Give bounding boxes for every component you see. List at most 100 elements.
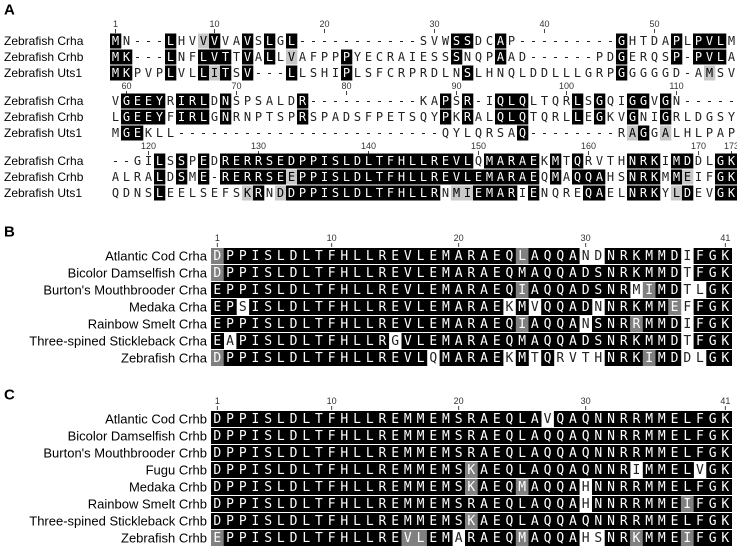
residue-shade — [517, 169, 529, 185]
residue-shade — [236, 333, 250, 349]
residue-shade — [363, 513, 377, 529]
residue-shade — [515, 462, 529, 478]
residue-shade — [236, 496, 250, 512]
residue-shade — [338, 462, 351, 478]
residue-shade — [465, 265, 478, 281]
position-tick-label: 1 — [215, 233, 220, 243]
residue-shade — [287, 333, 301, 349]
residue-shade — [604, 299, 618, 315]
residue-shade — [253, 153, 265, 169]
residue-shade — [319, 185, 331, 201]
residue-shade — [363, 428, 377, 444]
residue-shade — [209, 33, 221, 49]
sequence-name: Zebrafish Crha — [121, 351, 208, 366]
residue-shade — [352, 153, 364, 169]
residue-shade — [452, 411, 466, 427]
residue-shade — [299, 530, 313, 546]
residue-shade — [660, 93, 672, 109]
residue-shade — [594, 169, 606, 185]
residue-shade — [220, 169, 232, 185]
residue-shade — [572, 153, 584, 169]
position-tick-label: 60 — [121, 81, 131, 91]
residue-shade — [312, 265, 326, 281]
residue-shade — [439, 530, 453, 546]
residue-shade — [401, 530, 415, 546]
residue-shade — [249, 462, 263, 478]
position-tick-label: 41 — [720, 233, 730, 243]
residue-shade — [630, 316, 644, 332]
residue-shade — [592, 282, 605, 298]
sequence-name: Zebrafish Crhb — [4, 50, 84, 64]
residue-shade — [528, 445, 542, 461]
residue-shade — [484, 153, 496, 169]
residue-shade — [477, 299, 491, 315]
residue-shade — [299, 496, 313, 512]
residue-shade — [553, 530, 567, 546]
residue-shade — [236, 513, 250, 529]
residue-shade — [642, 248, 656, 264]
residue-shade — [249, 513, 263, 529]
residue-shade — [261, 282, 275, 298]
residue-shade — [223, 530, 237, 546]
residue-shade — [477, 428, 491, 444]
residue-shade — [655, 496, 669, 512]
residue-shade — [490, 350, 504, 366]
residue-shade — [121, 109, 133, 125]
position-tick-label: 20 — [454, 396, 464, 406]
residue-shade — [592, 513, 605, 529]
position-tick-label: 140 — [361, 141, 376, 151]
residue-shade — [680, 530, 694, 546]
residue-shade — [528, 479, 542, 495]
residue-shade — [515, 411, 529, 427]
residue-shade — [579, 445, 593, 461]
residue-shade — [627, 93, 639, 109]
residue-shade — [517, 93, 529, 109]
residue-shade — [407, 153, 419, 169]
residue-shade — [165, 65, 177, 81]
residue-shade — [668, 411, 682, 427]
residue-shade — [477, 265, 491, 281]
residue-shade — [566, 411, 580, 427]
residue-shade — [223, 299, 237, 315]
position-tick-label: 110 — [669, 81, 683, 91]
residue-shade — [165, 33, 177, 49]
residue-shade — [566, 248, 580, 264]
residue-shade — [338, 248, 351, 264]
residue-shade — [325, 350, 339, 366]
residue-shade — [452, 299, 466, 315]
residue-shade — [719, 265, 732, 281]
residue-shade — [515, 282, 529, 298]
residue-shade — [249, 479, 263, 495]
residue-shade — [592, 496, 605, 512]
residue-shade — [553, 248, 567, 264]
residue-shade — [388, 411, 402, 427]
residue-shade — [715, 153, 727, 169]
residue-shade — [287, 411, 301, 427]
residue-shade — [451, 33, 463, 49]
residue-shade — [541, 299, 555, 315]
residue-shade — [418, 169, 430, 185]
residue-shade — [350, 513, 364, 529]
residue-shade — [553, 411, 567, 427]
residue-shade — [264, 153, 276, 169]
residue-shade — [490, 282, 504, 298]
residue-shade — [566, 513, 580, 529]
residue-shade — [338, 445, 351, 461]
residue-shade — [630, 445, 644, 461]
residue-shade — [439, 513, 453, 529]
residue-shade — [604, 316, 618, 332]
residue-shade — [719, 445, 732, 461]
residue-shade — [242, 169, 254, 185]
residue-shade — [604, 333, 618, 349]
residue-shade — [299, 411, 313, 427]
residue-shade — [490, 265, 504, 281]
residue-shade — [671, 153, 683, 169]
residue-shade — [515, 350, 529, 366]
residue-shade — [274, 316, 288, 332]
residue-shade — [350, 265, 364, 281]
residue-shade — [627, 169, 639, 185]
residue-shade — [287, 316, 301, 332]
